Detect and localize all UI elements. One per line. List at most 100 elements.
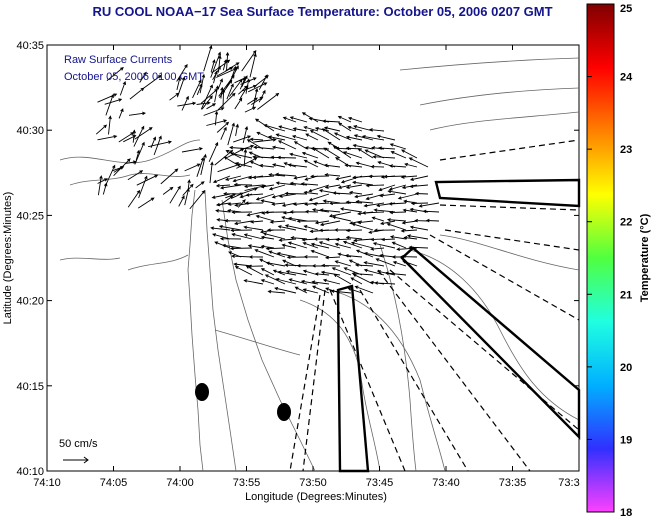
current-vector <box>218 224 242 231</box>
current-vector <box>243 225 264 231</box>
current-vector <box>310 174 330 179</box>
x-tick-label: 73:3 <box>558 477 579 489</box>
current-vector <box>384 271 407 276</box>
current-vector <box>347 116 363 123</box>
current-vector <box>118 108 124 119</box>
current-vector <box>218 195 234 207</box>
current-vector <box>211 193 231 199</box>
current-vector <box>248 255 264 259</box>
current-vector <box>289 210 308 214</box>
y-tick-label: 40:15 <box>16 381 44 393</box>
current-vector <box>227 148 245 158</box>
current-vector <box>268 250 286 258</box>
current-vector <box>342 240 363 249</box>
current-vector <box>218 55 222 73</box>
current-vector <box>184 187 190 206</box>
current-vector <box>294 286 308 294</box>
current-vector <box>323 163 341 168</box>
current-vector <box>335 175 352 181</box>
current-vector <box>184 163 201 172</box>
current-vector <box>105 93 114 116</box>
current-vector <box>264 210 286 215</box>
colorbar-tick-label: 18 <box>620 507 632 518</box>
current-vector <box>370 164 385 169</box>
current-vector <box>370 247 385 251</box>
current-vector <box>254 249 275 258</box>
current-vector <box>348 190 363 195</box>
x-axis-ticks: 74:10 74:05 74:00 73:55 73:50 73:45 73:40 73:35… <box>33 45 580 489</box>
current-vector <box>108 115 112 135</box>
current-vector <box>127 189 141 208</box>
current-vector <box>264 274 286 285</box>
current-vector <box>368 128 385 132</box>
current-vector <box>225 62 240 72</box>
current-vector <box>256 131 275 141</box>
current-vector <box>135 149 140 161</box>
current-vector <box>324 173 341 177</box>
current-vector <box>97 178 108 184</box>
current-vector <box>289 116 308 123</box>
x-tick-label: 73:40 <box>432 477 460 489</box>
current-vector <box>255 193 275 201</box>
current-vector <box>260 244 275 249</box>
current-vector <box>376 134 396 141</box>
current-vector <box>292 127 308 132</box>
current-vector <box>112 166 125 172</box>
current-vector <box>260 235 275 240</box>
current-vector <box>247 244 264 249</box>
current-vector <box>229 145 253 150</box>
current-vector <box>379 193 396 198</box>
current-vector <box>216 121 230 133</box>
current-vector <box>333 273 352 285</box>
current-vector <box>335 237 352 242</box>
current-vector <box>410 201 429 206</box>
current-vector <box>139 71 147 83</box>
current-vector <box>301 151 319 159</box>
x-tick-label: 73:55 <box>233 477 261 489</box>
current-vector <box>337 115 352 123</box>
current-vector <box>225 65 239 89</box>
x-tick-label: 73:50 <box>299 477 327 489</box>
current-vector <box>287 163 308 168</box>
current-vector <box>287 216 308 222</box>
current-vector <box>210 226 231 231</box>
current-vector <box>142 74 162 89</box>
current-vector <box>260 268 275 276</box>
current-vector <box>331 215 352 222</box>
current-vector <box>386 218 407 222</box>
current-vector <box>425 218 440 223</box>
current-vector <box>178 195 185 207</box>
current-vector <box>246 211 264 217</box>
current-vector <box>350 277 363 285</box>
current-vector <box>277 225 297 231</box>
current-vector <box>244 184 264 189</box>
current-vector <box>230 228 253 233</box>
current-vector <box>127 170 144 181</box>
x-tick-label: 74:10 <box>33 477 61 489</box>
colorbar-tick-label: 24 <box>620 72 633 84</box>
current-vector <box>225 51 230 71</box>
current-vector <box>322 199 341 204</box>
current-vector <box>233 135 252 143</box>
colorbar <box>586 3 615 513</box>
x-tick-label: 73:35 <box>499 477 527 489</box>
current-vector <box>277 270 297 276</box>
current-vector <box>390 151 407 159</box>
current-vector <box>302 288 319 294</box>
current-vector <box>351 222 374 231</box>
current-vector <box>134 127 153 140</box>
current-vector <box>289 152 308 159</box>
current-vector <box>286 255 308 260</box>
current-vector <box>176 63 188 82</box>
colorbar-tick-label: 19 <box>620 434 632 446</box>
current-vector <box>104 98 123 105</box>
current-vector <box>137 197 155 209</box>
scale-arrow <box>63 456 89 464</box>
current-vector <box>102 182 108 195</box>
current-vector <box>203 45 213 72</box>
current-vector <box>234 266 253 276</box>
current-vector <box>291 134 308 141</box>
current-vector <box>363 202 385 208</box>
current-vector <box>209 161 214 184</box>
current-vector <box>311 208 330 213</box>
